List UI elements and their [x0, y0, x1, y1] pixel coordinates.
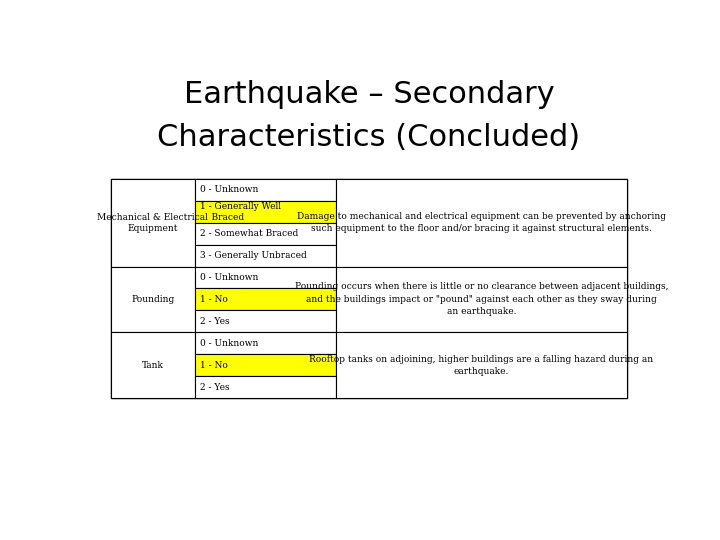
Text: 0 - Unknown: 0 - Unknown [200, 185, 258, 194]
Bar [111, 267, 194, 333]
Text: 1 - No: 1 - No [200, 295, 228, 304]
Bar [194, 267, 336, 288]
Text: Damage to mechanical and electrical equipment can be prevented by anchoring
such: Damage to mechanical and electrical equi… [297, 212, 666, 233]
Bar [336, 267, 627, 333]
Bar [194, 245, 336, 267]
Bar [194, 354, 336, 376]
Bar [336, 333, 627, 398]
Text: Characteristics (Concluded): Characteristics (Concluded) [158, 124, 580, 152]
Text: 1 - Generally Well
    Braced: 1 - Generally Well Braced [200, 201, 281, 222]
Text: Tank: Tank [142, 361, 163, 370]
Text: Mechanical & Electrical
Equipment: Mechanical & Electrical Equipment [97, 213, 208, 233]
Bar [111, 179, 194, 267]
Bar [336, 179, 627, 267]
Bar [194, 201, 336, 222]
Text: 2 - Yes: 2 - Yes [200, 383, 230, 391]
Bar [111, 179, 627, 398]
Text: 2 - Somewhat Braced: 2 - Somewhat Braced [200, 229, 298, 238]
Bar [194, 288, 336, 310]
Text: Earthquake – Secondary: Earthquake – Secondary [184, 79, 554, 109]
Text: 3 - Generally Unbraced: 3 - Generally Unbraced [200, 251, 307, 260]
Text: 2 - Yes: 2 - Yes [200, 317, 230, 326]
Bar [194, 376, 336, 398]
Text: Rooftop tanks on adjoining, higher buildings are a falling hazard during an
eart: Rooftop tanks on adjoining, higher build… [310, 355, 654, 376]
Bar [194, 333, 336, 354]
Text: Pounding: Pounding [131, 295, 174, 304]
Text: 1 - No: 1 - No [200, 361, 228, 370]
Bar [194, 222, 336, 245]
Bar [194, 179, 336, 201]
Bar [111, 333, 194, 398]
Text: 0 - Unknown: 0 - Unknown [200, 339, 258, 348]
Bar [194, 310, 336, 333]
Text: Pounding occurs when there is little or no clearance between adjacent buildings,: Pounding occurs when there is little or … [294, 282, 668, 316]
Text: 0 - Unknown: 0 - Unknown [200, 273, 258, 282]
